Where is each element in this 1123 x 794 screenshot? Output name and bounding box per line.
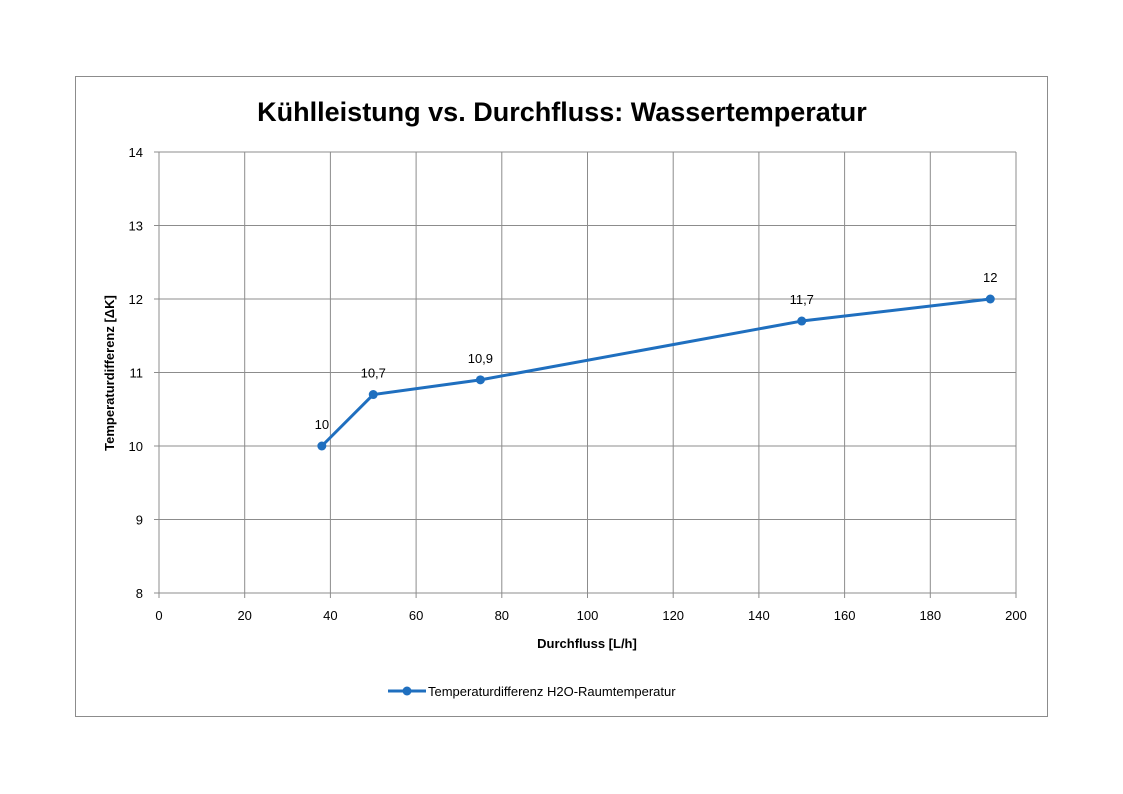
x-tick-label: 80 bbox=[495, 608, 509, 623]
data-label: 10 bbox=[315, 417, 329, 432]
x-tick-label: 40 bbox=[323, 608, 337, 623]
x-tick-label: 120 bbox=[662, 608, 684, 623]
legend-point-marker bbox=[402, 686, 412, 696]
data-point bbox=[317, 441, 327, 451]
x-tick-label: 60 bbox=[409, 608, 423, 623]
x-tick-label: 140 bbox=[748, 608, 770, 623]
y-tick-label: 12 bbox=[129, 292, 143, 307]
x-tick-label: 100 bbox=[577, 608, 599, 623]
x-tick-label: 0 bbox=[155, 608, 162, 623]
data-point bbox=[368, 390, 378, 400]
tick-labels: 0 20 40 60 80 100 120 140 160 180 200 8 9 10 11 12 13 14 bbox=[129, 145, 1027, 623]
data-point bbox=[797, 316, 807, 326]
y-tick-label: 11 bbox=[130, 366, 144, 381]
chart-frame: Kühlleistung vs. Durchfluss: Wassertempe… bbox=[75, 76, 1048, 717]
data-label: 10,7 bbox=[361, 366, 386, 381]
data-point bbox=[475, 375, 485, 385]
y-tick-label: 14 bbox=[129, 145, 143, 160]
y-tick-label: 8 bbox=[136, 586, 143, 601]
data-label: 11,7 bbox=[790, 292, 814, 307]
legend: Temperaturdifferenz H2O-Raumtemperatur bbox=[388, 684, 676, 699]
y-tick-label: 13 bbox=[129, 219, 143, 234]
x-tick-label: 160 bbox=[834, 608, 856, 623]
y-axis-label: Temperaturdifferenz [ΔK] bbox=[102, 295, 117, 451]
x-axis-label: Durchfluss [L/h] bbox=[537, 636, 637, 651]
x-tick-label: 200 bbox=[1005, 608, 1027, 623]
chart-title: Kühlleistung vs. Durchfluss: Wassertempe… bbox=[257, 97, 867, 127]
legend-entry-label: Temperaturdifferenz H2O-Raumtemperatur bbox=[428, 684, 676, 699]
series-layer: 10 10,7 10,9 11,7 12 bbox=[315, 270, 998, 451]
data-point bbox=[985, 294, 995, 304]
grid-lines bbox=[154, 151, 1017, 598]
y-tick-label: 9 bbox=[136, 513, 143, 528]
data-label: 12 bbox=[983, 270, 997, 285]
y-tick-label: 10 bbox=[129, 439, 143, 454]
x-tick-label: 180 bbox=[919, 608, 941, 623]
data-label: 10,9 bbox=[468, 351, 493, 366]
chart-svg: Kühlleistung vs. Durchfluss: Wassertempe… bbox=[102, 97, 1027, 699]
x-tick-label: 20 bbox=[237, 608, 251, 623]
